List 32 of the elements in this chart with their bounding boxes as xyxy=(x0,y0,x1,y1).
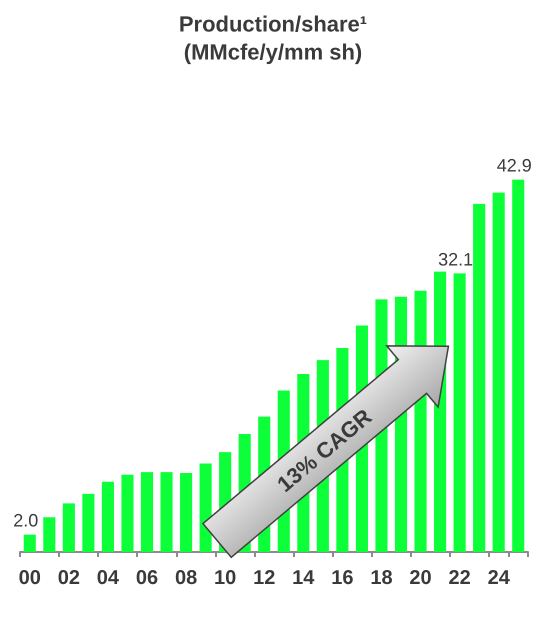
bar xyxy=(140,472,154,552)
bar xyxy=(492,192,505,552)
x-tick-label: 24 xyxy=(488,567,511,589)
x-tick-label: 22 xyxy=(448,567,471,589)
bar xyxy=(102,482,114,552)
data-label: 2.0 xyxy=(13,510,38,531)
bar xyxy=(512,180,524,552)
x-tick-label: 02 xyxy=(58,567,80,589)
x-tick-label: 14 xyxy=(292,567,316,589)
bar xyxy=(121,474,134,552)
bar xyxy=(454,273,466,552)
bar xyxy=(200,463,212,552)
x-tick-label: 12 xyxy=(253,567,276,589)
bar xyxy=(160,472,173,552)
bar xyxy=(180,473,192,552)
x-tick-label: 10 xyxy=(214,567,236,589)
data-label: 42.9 xyxy=(496,156,532,176)
x-tick-label: 20 xyxy=(409,567,432,589)
bar xyxy=(24,534,36,552)
bar xyxy=(473,204,486,552)
x-tick-label: 06 xyxy=(136,567,158,589)
bar xyxy=(62,503,75,552)
data-label: 32.1 xyxy=(438,249,474,270)
x-tick-label: 00 xyxy=(18,567,41,589)
bar xyxy=(82,494,94,552)
chart-title: Production/share¹ xyxy=(178,12,368,36)
x-tick-label: 18 xyxy=(370,567,393,589)
chart-subtitle: (MMcfe/y/mm sh) xyxy=(184,40,362,64)
x-tick-label: 08 xyxy=(174,567,198,589)
bar xyxy=(43,517,56,552)
x-tick-label: 04 xyxy=(96,567,120,589)
x-tick-label: 16 xyxy=(331,567,354,589)
